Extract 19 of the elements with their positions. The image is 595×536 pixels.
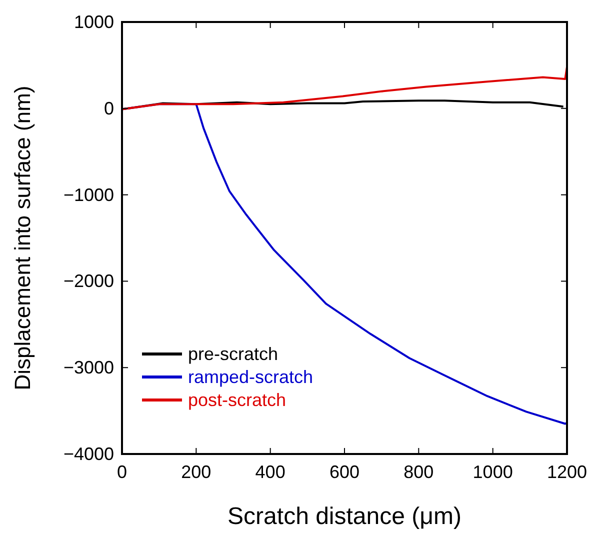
- y-tick-label: 0: [104, 98, 114, 118]
- y-tick-label: −4000: [63, 444, 114, 464]
- x-tick-label: 1000: [472, 462, 513, 482]
- y-tick-label: 1000: [74, 12, 114, 32]
- legend-label: post-scratch: [188, 390, 286, 410]
- x-tick-label: 800: [404, 462, 434, 482]
- y-axis-title: Displacement into surface (nm): [10, 86, 35, 390]
- y-tick-label: −1000: [63, 184, 114, 205]
- x-tick-label: 1200: [546, 462, 588, 482]
- x-tick-label: 200: [181, 462, 212, 482]
- x-tick-label: 400: [255, 462, 286, 482]
- x-tick-label: 0: [116, 462, 128, 482]
- line-series: [122, 66, 567, 110]
- y-tick-label: −3000: [63, 358, 114, 378]
- x-tick-label: 600: [329, 462, 360, 482]
- legend-label: pre-scratch: [188, 344, 278, 364]
- x-axis-title: Scratch distance (μm): [228, 503, 462, 530]
- legend-label: ramped-scratch: [188, 367, 314, 387]
- y-tick-label: −2000: [63, 271, 114, 292]
